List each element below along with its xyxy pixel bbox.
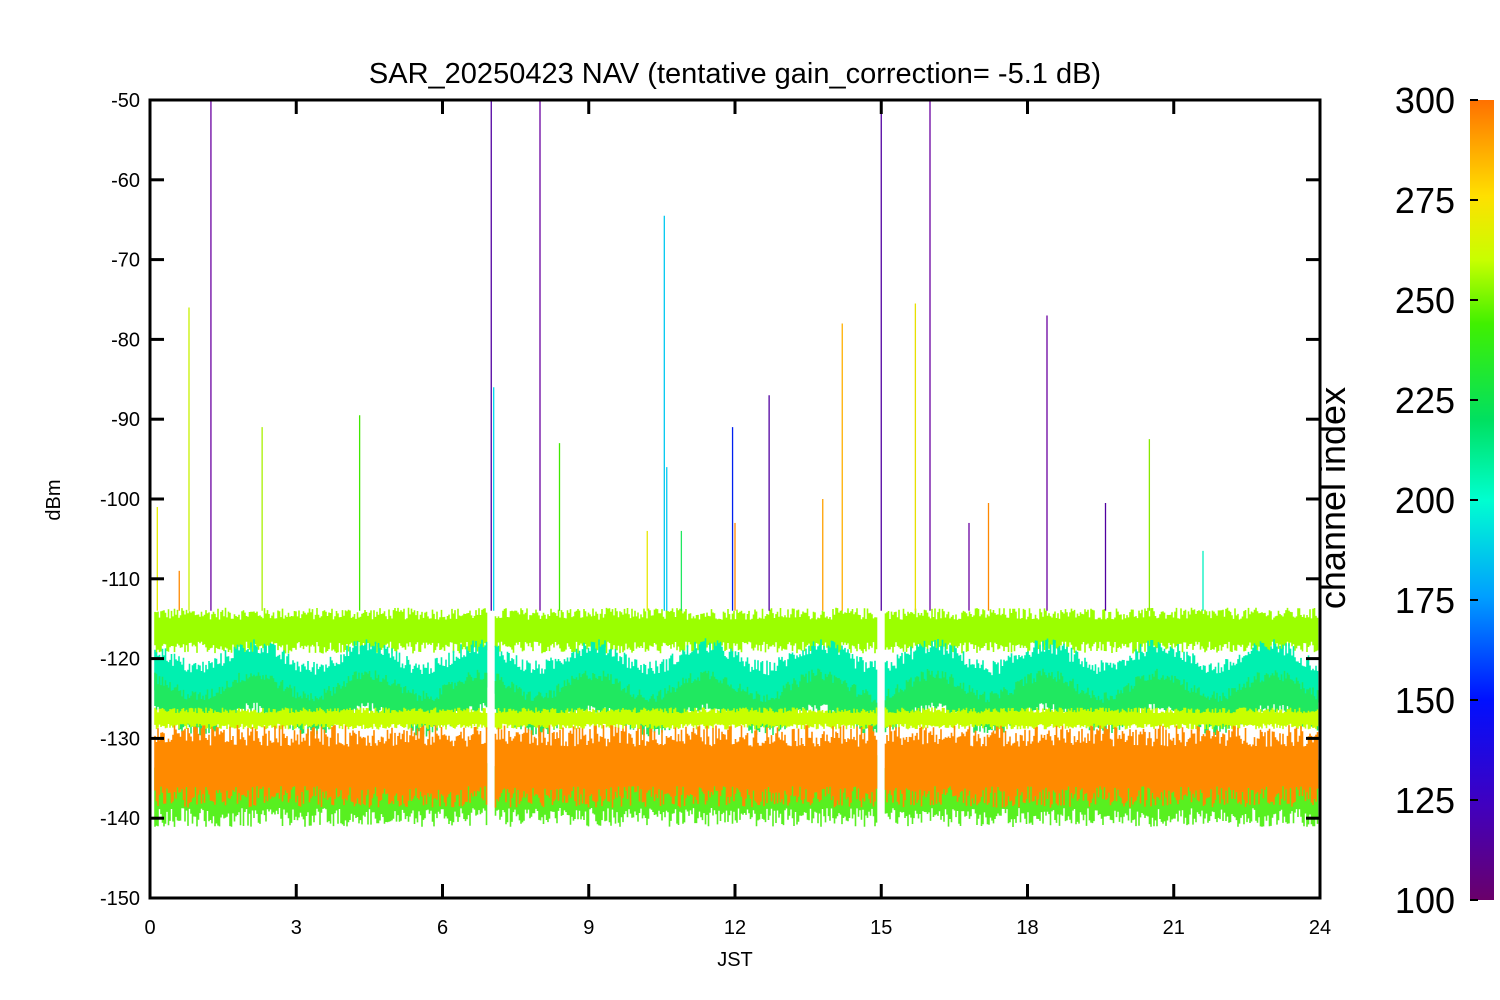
colorbar-tick-label: 100: [1395, 880, 1455, 921]
x-axis: 0 3 6 9 12 15 18 21 24: [144, 100, 1331, 939]
colorbar-tick-label: 200: [1395, 480, 1455, 521]
plot-area: [154, 100, 1319, 827]
x-tick-label: 12: [724, 917, 746, 939]
x-tick-label: 24: [1309, 917, 1331, 939]
y-axis-label: dBm: [43, 479, 65, 520]
y-tick-label: -140: [100, 808, 140, 830]
band-ch-190: [154, 638, 1319, 719]
y-tick-label: -70: [111, 250, 140, 272]
y-tick-label: -90: [111, 409, 140, 431]
colorbar-tick-label: 300: [1395, 80, 1455, 121]
colorbar-tick-label: 250: [1395, 280, 1455, 321]
band-ch-250: [154, 707, 1319, 730]
x-axis-label: JST: [717, 949, 753, 971]
band-ch-260: [154, 607, 1319, 654]
x-tick-label: 18: [1016, 917, 1038, 939]
y-tick-label: -110: [101, 569, 140, 591]
y-tick-label: -130: [100, 728, 140, 750]
x-tick-label: 0: [144, 917, 155, 939]
x-tick-label: 15: [870, 917, 892, 939]
x-tick-label: 21: [1163, 917, 1185, 939]
y-axis: -50 -60 -70 -80 -90 -100 -110 -120 -130 -140 -150: [100, 90, 1320, 910]
x-tick-label: 3: [291, 917, 302, 939]
y-tick-label: -150: [100, 888, 140, 910]
colorbar-ticks: 300 275 250 225 200 175 150 125 100: [1395, 80, 1478, 921]
colorbar-tick-label: 225: [1395, 380, 1455, 421]
y-tick-label: -80: [111, 329, 140, 351]
colorbar-tick-label: 125: [1395, 780, 1455, 821]
colorbar-label: channel index: [1312, 387, 1353, 609]
y-tick-label: -100: [100, 489, 140, 511]
y-tick-label: -120: [100, 649, 140, 671]
y-tick-label: -60: [111, 170, 140, 192]
colorbar-tick-label: 275: [1395, 180, 1455, 221]
colorbar-tick-label: 150: [1395, 680, 1455, 721]
chart-title: SAR_20250423 NAV (tentative gain_correct…: [369, 58, 1101, 90]
colorbar-tick-label: 175: [1395, 580, 1455, 621]
band-ch-290: [154, 725, 1319, 808]
y-tick-label: -50: [111, 90, 140, 112]
x-tick-label: 9: [583, 917, 594, 939]
x-tick-label: 6: [437, 917, 448, 939]
